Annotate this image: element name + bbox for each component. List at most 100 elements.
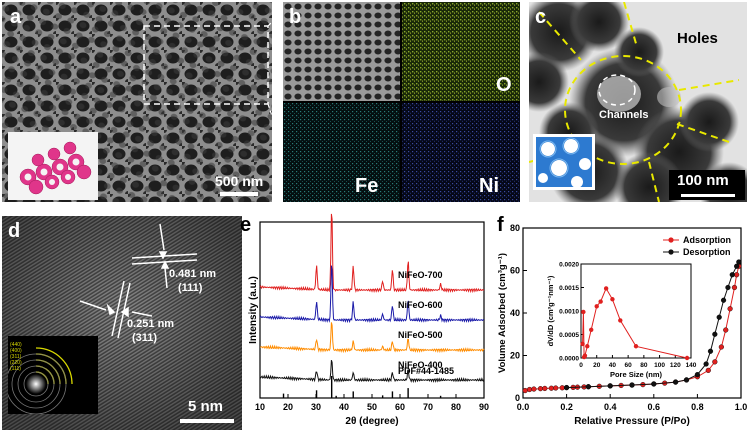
xrd-series-line	[259, 213, 485, 294]
bet-data-point	[694, 372, 701, 378]
bet-data-point	[548, 385, 554, 391]
inset-data-point	[580, 341, 585, 347]
bet-x-tick-label: 0.2	[560, 402, 573, 412]
bet-y-tick-label: 40	[510, 308, 520, 318]
xrd-x-axis-title: 2θ (degree)	[345, 416, 398, 427]
saed-pattern-inset: (440) (400) (311) (220) (111)	[5, 336, 98, 415]
inset-data-point	[598, 299, 603, 304]
xrd-x-tick-label: 20	[283, 402, 293, 412]
scale-bar-d	[180, 419, 234, 423]
xrd-y-axis-title: Intensity (a.u.)	[248, 276, 259, 344]
xrd-series-label: NiFeO-600	[398, 300, 443, 310]
eds-map-fe	[283, 103, 400, 202]
xrd-series-label: NiFeO-700	[398, 270, 443, 280]
bet-data-point	[727, 306, 733, 312]
inset-x-axis-title: Pore Size (nm)	[610, 370, 663, 379]
panel-b-label: b	[289, 6, 302, 28]
panel-f-bet-chart: 0.0 0.2 0.4 0.6 0.8 1.0 0 20 40 60 80 Relative Pres…	[497, 223, 748, 427]
panel-e-label: e	[240, 214, 252, 236]
bet-data-point	[734, 263, 740, 269]
xrd-x-tick-label: 10	[255, 402, 265, 412]
scale-bar-c-line	[681, 194, 735, 197]
xrd-reference-label: PDF#44-1485	[398, 366, 454, 376]
bet-x-tick-label: 0.6	[648, 402, 661, 412]
xrd-series-line	[259, 265, 484, 324]
inset-data-point	[589, 327, 594, 332]
blue-porous-model-icon	[536, 137, 592, 188]
bet-data-point	[720, 297, 727, 303]
bet-data-point	[712, 331, 718, 337]
inset-x-tick-label: 120	[670, 362, 681, 369]
bet-data-point	[563, 384, 570, 391]
bet-x-tick-label: 0.0	[517, 402, 530, 412]
bet-data-point	[716, 314, 722, 320]
xrd-x-tick-label: 90	[479, 402, 489, 412]
bet-legend-label: Adsorption	[683, 235, 731, 245]
xrd-x-tick-label: 40	[339, 402, 349, 412]
inset-y-tick-label: 0.0005	[559, 332, 579, 339]
bet-data-point	[736, 259, 742, 265]
xrd-x-tick-label: 80	[451, 402, 461, 412]
d-spacing-311-plane: (311)	[132, 332, 158, 344]
inset-y-tick-label: 0.0015	[559, 285, 579, 292]
bet-y-axis-title: Volume Adsorbed (cm³g⁻¹)	[497, 253, 508, 373]
panel-d-label: d	[8, 220, 21, 242]
bet-legend-marker	[668, 249, 674, 255]
bet-y-tick-label: 20	[510, 351, 520, 361]
bet-data-point	[725, 284, 731, 291]
bet-x-tick-label: 1.0	[735, 402, 748, 412]
bet-data-point	[526, 386, 533, 393]
bet-legend-label: Desorption	[683, 247, 731, 257]
saed-label-311: (311)	[10, 354, 22, 360]
inset-data-point	[585, 344, 590, 349]
eds-map-grid	[283, 2, 520, 202]
scale-label-c: 100 nm	[677, 172, 729, 189]
xrd-series-line	[259, 359, 485, 384]
bet-data-point	[607, 383, 613, 389]
map-label-o: O	[496, 74, 512, 96]
bet-data-point	[707, 348, 714, 354]
bet-data-point	[651, 381, 657, 387]
holes-label: Holes	[677, 30, 718, 47]
inset-plot-frame	[580, 263, 692, 359]
bet-data-point	[559, 385, 565, 391]
panel-a-label: a	[10, 6, 22, 28]
bet-data-point	[703, 361, 709, 367]
bet-data-point	[522, 387, 528, 394]
bet-data-point	[629, 382, 635, 388]
inverse-opal-model-inset	[8, 132, 98, 200]
inset-x-tick-label: 20	[593, 362, 601, 369]
bet-data-point	[531, 386, 537, 392]
bet-y-tick-label: 80	[510, 223, 520, 233]
bet-x-axis-title: Relative Pressure (P/Po)	[574, 416, 690, 427]
xrd-x-tick-label: 60	[395, 402, 405, 412]
inset-data-point	[603, 286, 609, 291]
inset-x-tick-label: 80	[640, 362, 648, 369]
bet-data-point	[673, 379, 679, 385]
bet-x-tick-label: 0.4	[604, 402, 617, 412]
bet-data-point	[712, 359, 718, 365]
blue-model-inset	[533, 134, 595, 190]
saed-label-400: (400)	[10, 348, 22, 354]
inset-data-point	[581, 309, 586, 315]
inset-data-point	[684, 355, 690, 361]
bet-data-point	[718, 344, 724, 350]
bet-data-point	[542, 385, 548, 392]
bet-y-tick-label: 0	[515, 393, 520, 403]
inset-y-tick-label: 0.0000	[559, 356, 579, 363]
bet-data-point	[683, 377, 690, 383]
xrd-series-line	[259, 322, 485, 354]
saed-label-111: (111)	[10, 366, 21, 372]
eds-map-o	[402, 2, 520, 101]
inset-data-point	[610, 297, 615, 302]
inset-y-axis-title: dV/dD (cm³g⁻¹nm⁻¹)	[546, 275, 555, 346]
bet-data-point	[553, 385, 559, 391]
inset-x-tick-label: 40	[609, 362, 617, 369]
eds-sem-reference	[283, 2, 400, 101]
saed-label-440: (440)	[10, 342, 22, 348]
panel-c-tem-image: c Holes Channels 100 nm	[529, 2, 747, 202]
scale-bar-a	[220, 192, 258, 196]
saed-rings	[5, 347, 73, 415]
bet-data-point	[537, 386, 544, 392]
panel-c-label: c	[535, 6, 547, 28]
